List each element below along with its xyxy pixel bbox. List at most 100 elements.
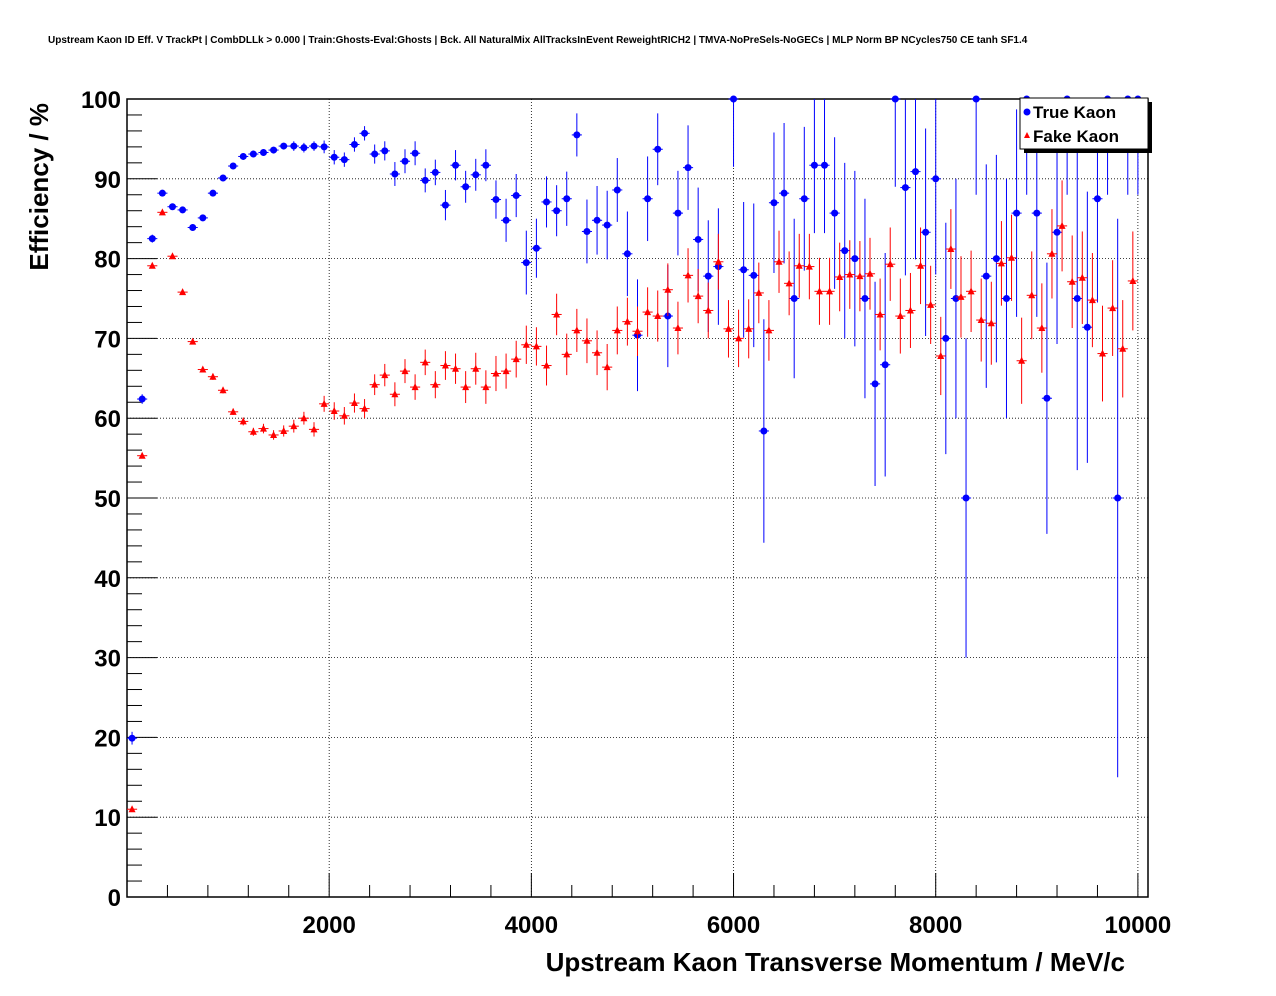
data-point bbox=[1058, 221, 1066, 229]
data-point bbox=[911, 168, 919, 176]
data-point bbox=[861, 295, 869, 302]
data-point bbox=[750, 271, 758, 279]
data-point bbox=[623, 250, 631, 258]
data-point bbox=[158, 208, 166, 216]
data-point bbox=[371, 150, 379, 158]
data-point bbox=[876, 310, 884, 318]
series-fake-kaon bbox=[127, 180, 1138, 813]
data-point bbox=[1033, 209, 1041, 217]
data-point bbox=[573, 326, 581, 334]
data-point bbox=[411, 383, 419, 391]
data-point bbox=[992, 255, 1000, 263]
data-point bbox=[583, 336, 591, 344]
data-point bbox=[1088, 296, 1096, 304]
data-point bbox=[472, 364, 480, 372]
data-point bbox=[199, 365, 207, 373]
data-point bbox=[421, 358, 429, 366]
y-tick-label: 60 bbox=[94, 406, 121, 433]
data-point bbox=[553, 207, 561, 215]
data-point bbox=[128, 734, 136, 742]
data-point bbox=[249, 150, 257, 158]
data-point bbox=[1068, 277, 1076, 285]
data-point bbox=[932, 175, 940, 183]
data-point bbox=[977, 316, 985, 324]
legend-label-true-kaon: True Kaon bbox=[1033, 103, 1116, 122]
data-point bbox=[1073, 295, 1081, 302]
y-tick-label: 20 bbox=[94, 725, 121, 752]
data-point bbox=[927, 300, 935, 308]
y-tick-label: 80 bbox=[94, 247, 121, 274]
data-point bbox=[1083, 323, 1091, 331]
data-point bbox=[401, 157, 409, 165]
data-point bbox=[441, 361, 449, 369]
data-point bbox=[694, 235, 702, 243]
data-point bbox=[350, 140, 358, 148]
axis-ticks bbox=[127, 98, 1139, 898]
data-point bbox=[1008, 253, 1016, 261]
data-point bbox=[972, 95, 980, 103]
data-point bbox=[947, 245, 955, 253]
data-point bbox=[563, 195, 571, 203]
y-tick-label: 10 bbox=[94, 805, 121, 832]
data-point bbox=[310, 425, 318, 433]
data-point bbox=[340, 411, 348, 419]
data-point bbox=[891, 95, 899, 103]
data-point bbox=[846, 270, 854, 278]
data-point bbox=[270, 146, 278, 154]
data-point bbox=[138, 451, 146, 459]
data-point bbox=[249, 427, 257, 435]
x-tick-label: 4000 bbox=[505, 912, 558, 939]
data-point bbox=[462, 183, 470, 191]
y-tick-label: 100 bbox=[81, 87, 121, 114]
data-point bbox=[350, 399, 358, 407]
data-point bbox=[431, 380, 439, 388]
legend-marker-true-kaon bbox=[1023, 108, 1031, 116]
data-point bbox=[502, 216, 510, 224]
data-point bbox=[836, 272, 844, 280]
data-point bbox=[148, 261, 156, 269]
data-point bbox=[593, 216, 601, 224]
data-point bbox=[563, 350, 571, 358]
data-point bbox=[765, 326, 773, 334]
data-point bbox=[790, 295, 798, 302]
data-point bbox=[613, 326, 621, 334]
data-point bbox=[704, 272, 712, 280]
data-point bbox=[644, 195, 652, 203]
data-point bbox=[512, 192, 520, 200]
data-point bbox=[674, 324, 682, 332]
data-point bbox=[724, 324, 732, 332]
data-point bbox=[1109, 304, 1117, 312]
data-point bbox=[330, 153, 338, 161]
data-point bbox=[917, 261, 925, 269]
data-point bbox=[381, 371, 389, 379]
data-point bbox=[300, 414, 308, 422]
data-point bbox=[937, 351, 945, 359]
data-point bbox=[634, 327, 641, 335]
data-point bbox=[259, 148, 267, 156]
series-true-kaon bbox=[127, 95, 1143, 778]
data-point bbox=[340, 156, 348, 164]
y-tick-label: 30 bbox=[94, 646, 121, 673]
data-point bbox=[441, 201, 449, 209]
data-point bbox=[795, 261, 803, 269]
data-point bbox=[603, 363, 611, 371]
data-point bbox=[1129, 276, 1137, 284]
data-point bbox=[209, 372, 217, 380]
data-point bbox=[391, 170, 399, 178]
data-point bbox=[168, 203, 176, 211]
data-point bbox=[128, 805, 136, 813]
data-point bbox=[906, 306, 914, 314]
data-point bbox=[452, 364, 460, 372]
data-point bbox=[1053, 228, 1061, 236]
data-point bbox=[901, 184, 909, 192]
data-point bbox=[189, 337, 197, 345]
y-axis-title: Efficiency / % bbox=[24, 103, 54, 271]
data-point bbox=[270, 430, 278, 438]
data-point bbox=[229, 162, 237, 170]
data-point bbox=[502, 367, 510, 375]
data-point bbox=[740, 266, 748, 274]
data-point bbox=[522, 340, 530, 348]
data-point bbox=[962, 494, 970, 502]
y-tick-label: 0 bbox=[108, 885, 121, 912]
chart-title: Upstream Kaon ID Eff. V TrackPt | CombDL… bbox=[48, 35, 1028, 46]
